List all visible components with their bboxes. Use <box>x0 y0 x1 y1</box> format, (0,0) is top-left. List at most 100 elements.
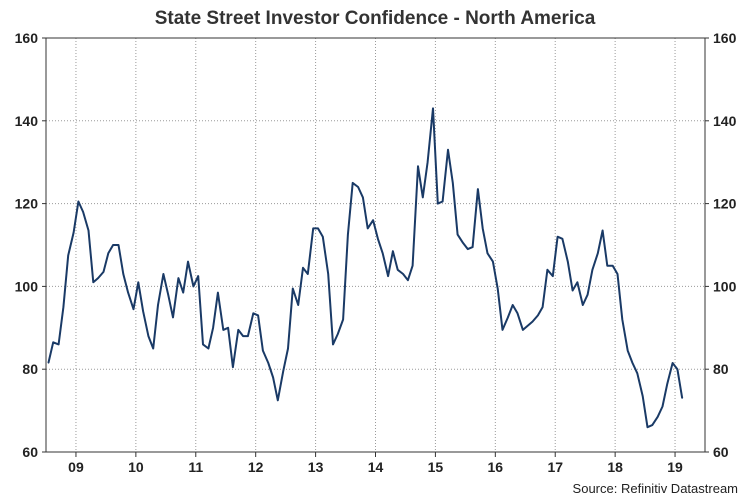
data-point <box>412 265 414 267</box>
data-point <box>442 200 444 203</box>
data-point <box>467 248 469 250</box>
data-point <box>222 329 224 331</box>
data-point <box>462 242 464 244</box>
data-point <box>477 188 479 190</box>
data-point <box>482 227 484 229</box>
data-point <box>616 273 619 275</box>
series-layer <box>47 107 684 429</box>
y-tick-label-right: 160 <box>713 30 737 46</box>
data-point <box>646 426 649 428</box>
data-point <box>486 252 489 254</box>
data-point <box>681 397 683 399</box>
x-tick-label: 09 <box>68 459 84 475</box>
data-point <box>357 186 359 188</box>
y-tick-label-left: 160 <box>15 30 39 46</box>
data-point <box>167 294 169 296</box>
x-tick-label: 17 <box>547 459 563 475</box>
data-point <box>666 383 668 385</box>
data-point <box>92 281 94 283</box>
data-point <box>97 277 99 279</box>
data-point <box>172 316 174 318</box>
y-tick-label-left: 100 <box>15 278 39 294</box>
data-point <box>437 203 439 205</box>
data-point <box>157 304 159 306</box>
data-point <box>676 368 679 370</box>
data-point <box>247 335 249 337</box>
data-point <box>162 273 164 275</box>
tick-labels: 60 60 80 80 100 100 120 120 140 140 160 160 09 10 11 12… <box>15 30 737 475</box>
data-point <box>507 316 509 318</box>
data-point <box>497 287 499 290</box>
data-point <box>217 292 219 294</box>
data-point <box>137 281 139 283</box>
data-point <box>402 273 404 275</box>
data-point <box>297 304 299 306</box>
series-line <box>47 107 684 429</box>
data-point <box>546 269 549 271</box>
data-point <box>192 285 194 287</box>
data-point <box>582 304 584 306</box>
data-point <box>382 252 384 254</box>
data-point <box>627 350 629 352</box>
data-point <box>327 273 329 275</box>
x-tick-label: 14 <box>368 459 384 475</box>
grid-lines <box>46 38 705 452</box>
data-point <box>427 161 429 163</box>
data-point <box>287 347 289 350</box>
data-point <box>317 227 319 229</box>
data-point <box>272 376 274 379</box>
y-tick-label-right: 80 <box>713 361 729 377</box>
x-tick-label: 10 <box>128 459 144 475</box>
data-point <box>77 200 79 203</box>
y-tick-label-right: 140 <box>713 113 737 129</box>
data-point <box>207 347 209 350</box>
data-point <box>561 238 564 240</box>
data-point <box>182 292 184 294</box>
axes <box>42 37 709 457</box>
data-point <box>112 244 114 246</box>
data-point <box>202 343 204 345</box>
plot-frame <box>45 37 706 453</box>
data-point <box>612 265 614 267</box>
data-point <box>347 234 349 236</box>
data-point <box>392 250 394 252</box>
data-point <box>572 289 574 292</box>
data-point <box>292 287 294 290</box>
y-tick-label-left: 80 <box>22 361 38 377</box>
data-point <box>262 350 264 352</box>
data-point <box>132 308 135 310</box>
data-point <box>337 333 339 335</box>
y-tick-label-right: 120 <box>713 196 737 212</box>
data-point <box>567 261 569 263</box>
data-point <box>232 366 234 368</box>
data-point <box>197 275 199 277</box>
data-point <box>107 252 109 254</box>
data-point <box>147 335 149 337</box>
data-point <box>531 321 534 323</box>
data-point <box>642 395 644 397</box>
data-point <box>367 227 369 229</box>
data-point <box>277 399 279 401</box>
x-tick-label: 15 <box>428 459 444 475</box>
data-point <box>552 275 554 277</box>
chart-title: State Street Investor Confidence - North… <box>154 8 596 29</box>
y-tick-label-left: 120 <box>15 196 39 212</box>
data-point <box>242 335 244 337</box>
data-point <box>657 416 659 418</box>
x-tick-label: 19 <box>667 459 683 475</box>
data-point <box>322 236 324 238</box>
data-point <box>117 244 120 246</box>
data-point <box>432 107 434 109</box>
data-point <box>387 275 389 277</box>
data-point <box>152 347 154 350</box>
data-point <box>377 238 379 240</box>
data-point <box>282 370 284 372</box>
data-point <box>597 252 599 254</box>
data-point <box>362 196 364 198</box>
data-point <box>576 281 579 283</box>
data-point <box>631 362 634 364</box>
data-point <box>606 265 608 267</box>
chart-source: Source: Refinitiv Datastream <box>572 481 738 496</box>
